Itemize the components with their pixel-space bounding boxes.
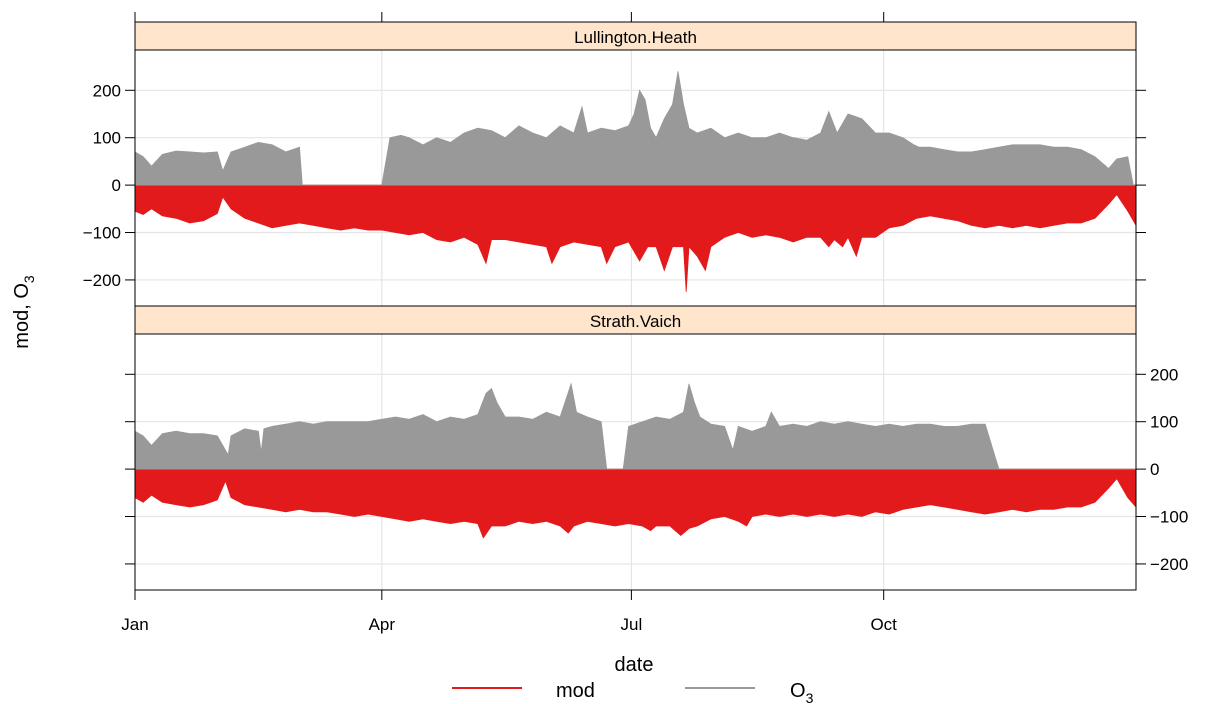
x-tick-label: Jul — [621, 615, 643, 634]
series-mod-area — [134, 468, 1137, 539]
y-tick-label: 200 — [93, 81, 121, 100]
series-mod-area — [134, 184, 1137, 292]
y-tick-label: −200 — [83, 271, 121, 290]
y-axis-label: mod, O3 — [11, 275, 37, 349]
panel-title: Lullington.Heath — [574, 28, 697, 47]
y-tick-label: 200 — [1150, 365, 1178, 384]
panel-title: Strath.Vaich — [590, 312, 681, 331]
y-tick-label: 0 — [1150, 460, 1159, 479]
x-tick-label: Oct — [870, 615, 897, 634]
y-axis-label-subscript: 3 — [21, 275, 37, 283]
series-o3-area — [134, 382, 1137, 470]
x-axis-label: date — [615, 654, 654, 676]
panel-0: Lullington.Heath −200 −100 0 100 200 — [83, 12, 1146, 307]
y-tick-label: −100 — [83, 224, 121, 243]
x-tick-label: Jan — [121, 615, 148, 634]
panels-layer: Lullington.Heath−200−1000100200Strath.Va… — [83, 12, 1188, 634]
y-tick-label: −100 — [1150, 508, 1188, 527]
legend-o3-subscript: 3 — [806, 690, 814, 704]
y-tick-label: 100 — [1150, 413, 1178, 432]
panel-strip — [134, 305, 1137, 335]
panel-1: Strath.Vaich −200 −100 0 100 200 Jan Apr Jul Oct — [121, 305, 1188, 634]
x-tick-label: Apr — [369, 615, 396, 634]
legend-mod-label: mod — [556, 680, 595, 702]
y-tick-label: −200 — [1150, 555, 1188, 574]
panel-strip — [134, 21, 1137, 51]
y-tick-label: 100 — [93, 129, 121, 148]
legend: mod O3 — [452, 680, 814, 704]
y-tick-label: 0 — [112, 176, 121, 195]
series-o3-area — [134, 71, 1137, 186]
legend-o3-label: O3 — [790, 680, 814, 704]
